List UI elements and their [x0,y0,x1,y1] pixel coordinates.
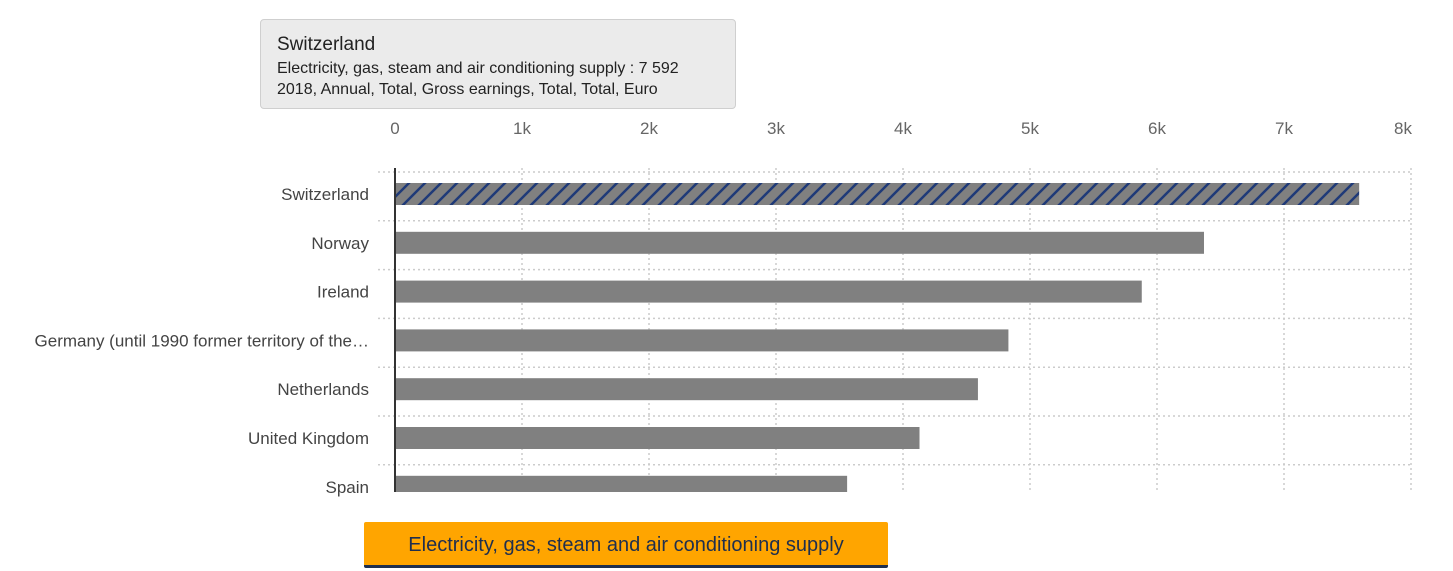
category-label: Spain [326,478,369,497]
x-tick-label: 0 [390,119,399,138]
tooltip-series-value: Electricity, gas, steam and air conditio… [277,60,679,77]
bar[interactable] [395,475,848,498]
bar[interactable] [395,378,978,401]
bar[interactable] [395,280,1142,303]
x-tick-label: 2k [640,119,658,138]
bar-highlighted[interactable] [395,183,1360,205]
x-axis-ticks: 0 1k 2k 3k 4k 5k 6k 7k 8k [390,119,1412,138]
x-tick-label: 4k [894,119,912,138]
x-tick-label: 5k [1021,119,1039,138]
category-label: United Kingdom [248,429,369,448]
x-tick-label: 8k [1394,119,1412,138]
tooltip-dimensions: 2018, Annual, Total, Gross earnings, Tot… [277,81,658,98]
data-tooltip: Switzerland Electricity, gas, steam and … [260,19,736,109]
category-label: Netherlands [277,380,369,399]
category-label: Germany (until 1990 former territory of … [35,331,369,350]
category-labels: Switzerland Norway Ireland Germany (until 1… [35,185,370,497]
bar[interactable] [395,427,920,449]
x-tick-label: 6k [1148,119,1166,138]
x-tick-label: 7k [1275,119,1293,138]
bar[interactable] [395,329,1009,352]
category-label: Ireland [317,283,369,302]
x-tick-label: 3k [767,119,785,138]
category-label: Norway [311,234,369,253]
series-selector-button[interactable]: Electricity, gas, steam and air conditio… [364,522,888,568]
x-tick-label: 1k [513,119,531,138]
bar[interactable] [395,231,1204,254]
category-label: Switzerland [281,185,369,204]
bars [395,183,1360,498]
tooltip-title: Switzerland [277,34,376,55]
